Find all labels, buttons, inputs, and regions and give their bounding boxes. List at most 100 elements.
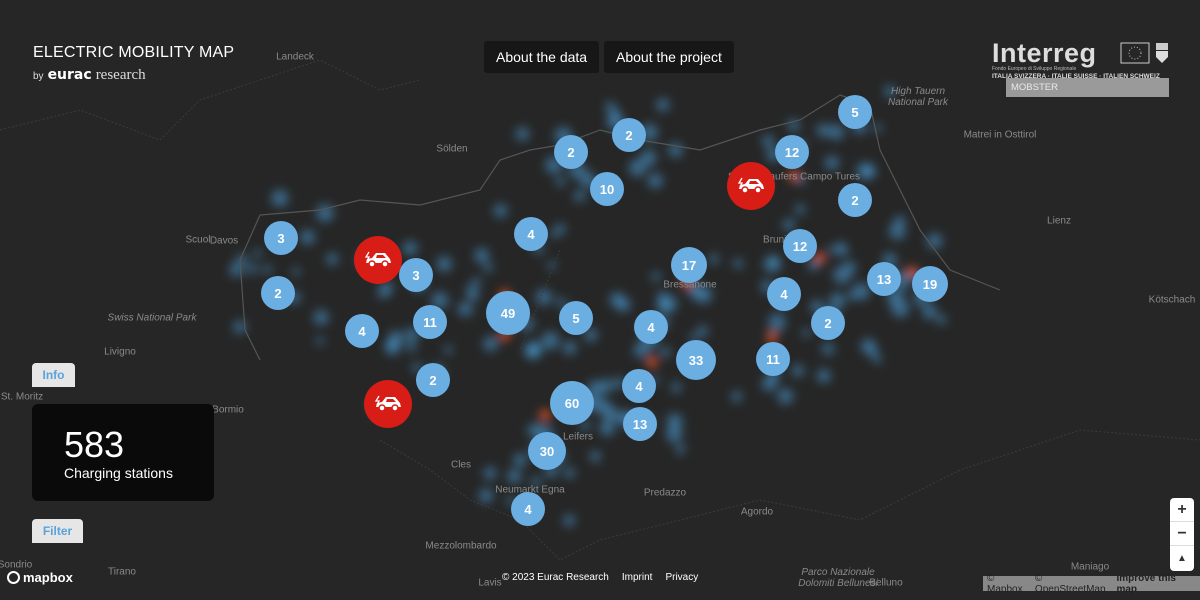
place-label: Landeck (276, 51, 314, 63)
cluster-marker[interactable]: 2 (416, 363, 450, 397)
cluster-marker[interactable]: 4 (511, 492, 545, 526)
heat-spot (922, 304, 938, 320)
info-tab[interactable]: Info (32, 363, 75, 387)
map-attribution: © Mapbox © OpenStreetMap Improve this ma… (983, 573, 1200, 595)
ev-car-marker[interactable] (354, 236, 402, 284)
heat-spot (313, 309, 329, 326)
heat-hotspot (789, 171, 799, 181)
cluster-marker[interactable]: 30 (528, 432, 566, 470)
privacy-link[interactable]: Privacy (665, 572, 699, 583)
cluster-marker[interactable]: 2 (261, 276, 295, 310)
place-label: Leifers (562, 431, 594, 443)
heat-spot (478, 488, 494, 503)
about-project-button[interactable]: About the project (604, 41, 734, 73)
heat-hotspot (647, 357, 657, 367)
app-title: ELECTRIC MOBILITY MAP (33, 44, 235, 61)
imprint-link[interactable]: Imprint (621, 572, 653, 583)
mapbox-logo[interactable]: mapbox (7, 570, 73, 585)
heat-spot (555, 176, 566, 187)
osm-attribution-link[interactable]: © OpenStreetMap (1034, 572, 1106, 595)
place-label: High Tauern National Park (887, 86, 949, 108)
about-data-button[interactable]: About the data (484, 41, 600, 73)
heat-spot (507, 469, 522, 484)
place-label: Sand in Taufers Campo Tures (727, 171, 861, 183)
heat-spot (291, 267, 301, 276)
heat-spot (387, 340, 396, 350)
heat-spot (824, 155, 840, 170)
heat-spot (573, 190, 586, 202)
heat-spot (829, 292, 846, 309)
heat-spot (696, 325, 709, 337)
cluster-marker[interactable]: 4 (622, 369, 656, 403)
cluster-marker[interactable]: 11 (756, 342, 790, 376)
zoom-out-button[interactable]: − (1170, 522, 1194, 546)
ev-car-marker[interactable] (727, 162, 775, 210)
cluster-marker[interactable]: 12 (775, 135, 809, 169)
cluster-marker[interactable]: 5 (838, 95, 872, 129)
cluster-marker[interactable]: 4 (767, 277, 801, 311)
mapbox-attribution-link[interactable]: © Mapbox (987, 572, 1023, 595)
heat-spot (828, 245, 838, 255)
cluster-marker[interactable]: 33 (676, 340, 716, 380)
heat-spot (708, 253, 719, 264)
heat-spot (801, 328, 811, 338)
cluster-marker[interactable]: 49 (486, 291, 530, 335)
heat-spot (856, 162, 874, 180)
cluster-marker[interactable]: 60 (550, 381, 594, 425)
heat-hotspot (767, 332, 777, 342)
heat-spot (468, 290, 479, 301)
cluster-marker[interactable]: 17 (671, 247, 707, 283)
cluster-marker[interactable]: 2 (554, 135, 588, 169)
heat-spot (883, 85, 896, 98)
place-label: Agordo (740, 506, 774, 518)
heat-spot (651, 271, 661, 282)
copyright-text: © 2023 Eurac Research (502, 572, 609, 583)
ev-car-marker[interactable] (364, 380, 412, 428)
heat-spot (253, 249, 262, 258)
cluster-marker[interactable]: 3 (264, 221, 298, 255)
heat-spot (580, 420, 591, 431)
cluster-marker[interactable]: 10 (590, 172, 624, 206)
cluster-marker[interactable]: 4 (514, 217, 548, 251)
heat-spot (656, 98, 670, 112)
heat-spot (733, 258, 743, 269)
electric-car-icon (374, 395, 401, 412)
place-label: Davos (209, 235, 239, 247)
cluster-marker[interactable]: 19 (912, 266, 948, 302)
brand-rest: research (95, 67, 146, 83)
heat-spot (541, 331, 560, 350)
cluster-marker[interactable]: 5 (559, 301, 593, 335)
heat-spot (762, 135, 775, 148)
cluster-marker[interactable]: 13 (623, 407, 657, 441)
heat-spot (816, 368, 831, 383)
improve-map-link[interactable]: Improve this map (1116, 572, 1176, 595)
heat-spot (513, 453, 527, 467)
heat-spot (688, 283, 704, 299)
interreg-subtitle: Fondo Europeo di Sviluppo Regionale (992, 66, 1077, 72)
cluster-marker[interactable]: 2 (838, 183, 872, 217)
heat-hotspot (815, 253, 825, 263)
cluster-marker[interactable]: 2 (612, 118, 646, 152)
heat-spot (894, 215, 906, 227)
cluster-marker[interactable]: 12 (783, 229, 817, 263)
heat-spot (731, 391, 743, 402)
place-label: Sondrio (0, 559, 33, 571)
filter-tab[interactable]: Filter (32, 519, 83, 543)
place-label: Livigno (104, 346, 136, 358)
zoom-in-button[interactable]: + (1170, 498, 1194, 522)
cluster-marker[interactable]: 4 (634, 310, 668, 344)
cluster-marker[interactable]: 3 (399, 258, 433, 292)
heat-spot (873, 355, 882, 364)
cluster-marker[interactable]: 11 (413, 305, 447, 339)
heat-spot (768, 313, 786, 332)
place-label: St. Moritz (0, 391, 44, 403)
heat-spot (406, 342, 417, 352)
heat-spot (247, 263, 258, 274)
cluster-marker[interactable]: 4 (345, 314, 379, 348)
heat-spot (613, 377, 625, 389)
cluster-marker[interactable]: 13 (867, 262, 901, 296)
compass-button[interactable]: ▲ (1177, 552, 1187, 564)
cluster-marker[interactable]: 2 (811, 306, 845, 340)
mapbox-logo-text: mapbox (23, 570, 73, 585)
place-label: Parco Nazionale Dolomiti Bellunesi (798, 567, 878, 589)
